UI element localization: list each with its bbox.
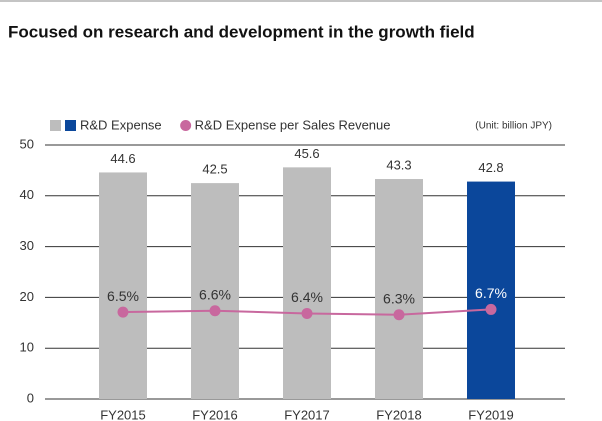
- bar-value-label: 45.6: [294, 146, 319, 161]
- point-value-label: 6.3%: [383, 290, 415, 306]
- y-tick-label: 0: [27, 390, 34, 405]
- legend-label: R&D Expense: [80, 117, 162, 132]
- point: [301, 307, 313, 319]
- y-tick-label: 30: [20, 238, 34, 253]
- point-value-label: 6.7%: [475, 285, 507, 301]
- legend-swatch: [65, 120, 76, 131]
- point: [209, 305, 221, 317]
- y-tick-label: 50: [20, 136, 34, 151]
- y-tick-label: 20: [20, 289, 34, 304]
- y-tick-label: 10: [20, 340, 34, 355]
- bar-value-label: 42.5: [202, 162, 227, 177]
- legend-label: R&D Expense per Sales Revenue: [195, 117, 391, 132]
- x-tick-label: FY2016: [192, 407, 238, 421]
- bar: [283, 167, 331, 399]
- point-value-label: 6.4%: [291, 289, 323, 305]
- bar-value-label: 42.8: [478, 160, 503, 175]
- legend-swatch: [50, 120, 61, 131]
- legend-swatch: [180, 120, 192, 131]
- x-tick-label: FY2019: [468, 407, 514, 421]
- point: [393, 309, 405, 321]
- point-value-label: 6.5%: [107, 288, 139, 304]
- bar: [375, 179, 423, 399]
- bar: [99, 172, 147, 399]
- y-tick-label: 40: [20, 187, 34, 202]
- unit-note: (Unit: billion JPY): [475, 121, 552, 132]
- point: [117, 306, 129, 318]
- x-tick-label: FY2018: [376, 407, 422, 421]
- bar-value-label: 44.6: [110, 151, 135, 166]
- bar: [191, 183, 239, 399]
- x-tick-label: FY2017: [284, 407, 330, 421]
- point: [485, 303, 497, 315]
- bar: [467, 181, 515, 399]
- chart-title: Focused on research and development in t…: [8, 22, 475, 41]
- bar-value-label: 43.3: [386, 157, 411, 172]
- point-value-label: 6.6%: [199, 286, 231, 302]
- x-tick-label: FY2015: [100, 407, 146, 421]
